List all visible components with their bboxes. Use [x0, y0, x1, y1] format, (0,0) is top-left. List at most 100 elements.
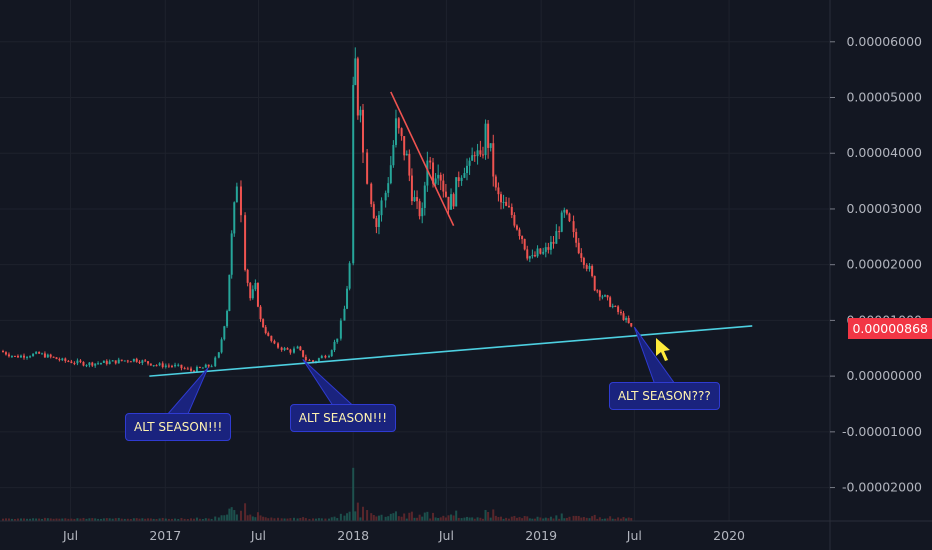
volume-bar — [126, 518, 129, 521]
candle-body — [228, 274, 231, 311]
y-tick-label: 0.00004000 — [846, 145, 922, 160]
candle-body — [99, 362, 102, 364]
candle-body — [226, 310, 229, 327]
candle-body — [152, 365, 155, 367]
candle-body — [416, 197, 419, 202]
candle-body — [423, 185, 426, 208]
volume-bar — [403, 513, 406, 521]
candle-body — [85, 365, 88, 367]
candle-body — [575, 232, 578, 243]
candle-body — [67, 360, 70, 362]
candle-body — [603, 295, 606, 297]
volume-bar — [392, 513, 395, 521]
volume-bar — [526, 516, 529, 521]
candle-body — [117, 359, 120, 364]
candle-body — [421, 207, 424, 217]
candle-body — [270, 335, 273, 341]
volume-bar — [251, 516, 254, 521]
candle-body — [129, 361, 132, 363]
candle-body — [487, 123, 490, 148]
volume-bar — [161, 517, 164, 521]
volume-bar — [280, 518, 283, 521]
volume-bar — [410, 511, 413, 521]
volume-bar — [117, 517, 120, 521]
candle-body — [598, 290, 601, 297]
price-axis[interactable]: 0.00006000 0.00005000 0.00004000 0.00003000… — [830, 34, 922, 495]
candle-body — [336, 338, 339, 342]
candle-body — [533, 255, 536, 257]
candle-body — [220, 339, 223, 353]
time-axis[interactable]: Jul 2017 Jul 2018 Jul 2019 Jul 2020 — [62, 528, 745, 543]
volume-bar — [58, 518, 61, 521]
volume-bar — [413, 517, 416, 521]
candle-body — [457, 177, 460, 182]
volume-bar — [563, 518, 566, 521]
candle-body — [235, 186, 238, 203]
volume-bar — [330, 517, 333, 521]
volume-bar — [164, 518, 167, 521]
volume-bar — [192, 518, 195, 521]
volume-bar — [421, 516, 424, 521]
candle-body — [186, 368, 189, 370]
candle-body — [510, 207, 513, 216]
candle-body — [126, 360, 129, 362]
candle-body — [144, 360, 147, 362]
volume-bar — [105, 518, 108, 521]
volume-bar — [19, 518, 22, 521]
candle-body — [450, 194, 453, 210]
candle-body — [375, 218, 378, 227]
candle-body — [518, 229, 521, 237]
candle-body — [372, 204, 375, 219]
volume-bar — [533, 518, 536, 521]
volume-bar — [82, 517, 85, 521]
volume-bar — [432, 512, 435, 521]
candle-body — [58, 359, 61, 361]
candle-body — [283, 348, 286, 350]
volume-bar — [254, 517, 257, 521]
volume-bar — [277, 517, 280, 521]
volume-bar — [52, 518, 55, 521]
volume-bar — [147, 518, 150, 521]
volume-bar — [346, 513, 349, 521]
candle-body — [377, 215, 380, 227]
volume-bar — [426, 511, 429, 521]
candle-body — [267, 333, 270, 336]
candle-body — [447, 196, 450, 210]
candle-body — [277, 343, 280, 348]
candle-body — [429, 160, 432, 163]
volume-bar — [625, 518, 628, 521]
volume-bar — [397, 516, 400, 521]
candle-body — [505, 201, 508, 206]
candle-body — [630, 323, 633, 327]
price-candles — [1, 47, 633, 373]
volume-bar — [377, 515, 380, 521]
candle-body — [339, 320, 342, 339]
candle-body — [580, 253, 583, 259]
volume-bar — [270, 517, 273, 521]
volume-bar — [609, 516, 612, 521]
candle-body — [97, 363, 100, 365]
candle-body — [585, 264, 588, 269]
volume-bar — [97, 518, 100, 521]
candle-body — [123, 360, 126, 362]
volume-bar — [91, 518, 94, 521]
candle-body — [174, 364, 177, 367]
volume-bar — [120, 518, 123, 521]
candle-body — [262, 319, 265, 328]
candle-body — [230, 233, 233, 275]
candle-body — [593, 276, 596, 291]
volume-bar — [233, 510, 236, 521]
candle-body — [389, 165, 392, 184]
volume-bar — [591, 516, 594, 521]
volume-bar — [366, 510, 369, 521]
candle-body — [352, 85, 355, 264]
candle-body — [73, 362, 76, 364]
candle-body — [359, 109, 362, 116]
volume-bar — [593, 514, 596, 521]
volume-bar — [598, 517, 601, 521]
volume-bar — [510, 516, 513, 521]
candle-body — [94, 363, 97, 366]
volume-bar — [180, 518, 183, 521]
volume-bar — [43, 517, 46, 521]
